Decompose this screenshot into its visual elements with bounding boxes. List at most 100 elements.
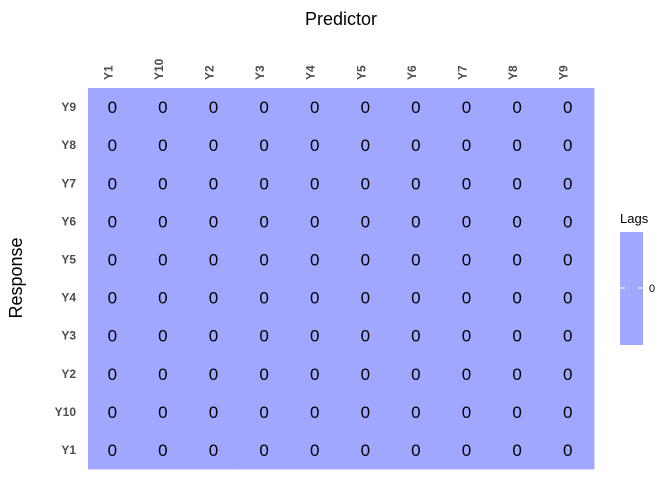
heatmap-cell: [138, 316, 190, 356]
heatmap-cell: [391, 430, 443, 470]
heatmap-cell-value: 0: [512, 289, 521, 308]
heatmap-cell: [543, 126, 595, 165]
heatmap-cell-value: 0: [259, 289, 268, 308]
heatmap-cell: [492, 430, 544, 470]
heatmap-cell: [442, 126, 494, 165]
x-axis-ticks: Y1 Y10 Y2 Y3 Y4 Y5 Y6 Y7 Y8 Y9: [101, 58, 570, 80]
heatmap-cell-value: 0: [209, 98, 218, 117]
heatmap-cell: [543, 316, 595, 356]
heatmap-cell: [239, 278, 291, 317]
heatmap-cell: [290, 316, 342, 356]
x-tick-label: Y8: [506, 65, 520, 80]
heatmap-cell-value: 0: [108, 403, 117, 422]
heatmap-cell: [442, 164, 494, 203]
heatmap-cell-value: 0: [310, 212, 319, 231]
heatmap-cell-value: 0: [563, 327, 572, 346]
heatmap-cell-value: 0: [512, 327, 521, 346]
heatmap-cell-value: 0: [563, 365, 572, 384]
heatmap-cell: [138, 278, 190, 317]
heatmap-cell: [88, 392, 139, 432]
heatmap-cell: [189, 88, 241, 127]
heatmap-cell-value: 0: [411, 212, 420, 231]
heatmap-cell: [290, 202, 342, 241]
heatmap-cell-value: 0: [108, 212, 117, 231]
heatmap-cell: [341, 88, 392, 127]
heatmap-cell-value: 0: [158, 441, 167, 460]
heatmap-cell: [239, 88, 291, 127]
heatmap-cell: [492, 164, 544, 203]
heatmap-cell-value: 0: [209, 365, 218, 384]
heatmap-cell: [341, 316, 392, 356]
heatmap-cell-value: 0: [108, 250, 117, 269]
heatmap-cell: [492, 354, 544, 394]
heatmap-cell: [543, 392, 595, 432]
heatmap-cell-value: 0: [512, 250, 521, 269]
heatmap-cell-value: 0: [259, 174, 268, 193]
heatmap-cell: [341, 126, 392, 165]
heatmap-cell: [189, 278, 241, 317]
heatmap-cell-value: 0: [108, 327, 117, 346]
heatmap-cell: [189, 164, 241, 203]
heatmap-cell-value: 0: [512, 136, 521, 155]
heatmap-cell-value: 0: [361, 136, 370, 155]
heatmap-cell: [290, 278, 342, 317]
heatmap-cell: [290, 354, 342, 394]
x-tick-label: Y1: [101, 65, 115, 80]
heatmap-cell-value: 0: [563, 98, 572, 117]
heatmap-cell-value: 0: [209, 441, 218, 460]
heatmap-cell-value: 0: [310, 289, 319, 308]
x-tick-label: Y4: [304, 65, 318, 80]
heatmap-cell-value: 0: [411, 403, 420, 422]
heatmap-cell: [341, 354, 392, 394]
legend-color-bar: [620, 232, 643, 345]
heatmap-cell-value: 0: [361, 212, 370, 231]
heatmap-cell-value: 0: [462, 250, 471, 269]
x-tick-label: Y3: [253, 65, 267, 80]
heatmap-cell-value: 0: [462, 289, 471, 308]
heatmap-cell: [341, 202, 392, 241]
heatmap-cell-value: 0: [361, 289, 370, 308]
heatmap-cell-value: 0: [209, 174, 218, 193]
heatmap-cell: [391, 164, 443, 203]
heatmap-cell: [341, 278, 392, 317]
heatmap-cell-value: 0: [158, 289, 167, 308]
heatmap-cell-value: 0: [108, 289, 117, 308]
heatmap-cell: [391, 240, 443, 279]
y-tick-label: Y5: [61, 252, 76, 266]
heatmap-cell: [543, 88, 595, 127]
heatmap-cell: [442, 354, 494, 394]
legend: Lags 0: [620, 211, 655, 345]
heatmap-cell-value: 0: [462, 98, 471, 117]
heatmap-cell: [341, 164, 392, 203]
heatmap-cell: [290, 240, 342, 279]
heatmap-cell-value: 0: [563, 441, 572, 460]
heatmap-cell: [543, 430, 595, 470]
heatmap-cell: [492, 202, 544, 241]
heatmap-cell-value: 0: [259, 98, 268, 117]
heatmap-cell: [239, 164, 291, 203]
heatmap-cell-value: 0: [108, 365, 117, 384]
heatmap-cell-value: 0: [108, 174, 117, 193]
heatmap-cell-value: 0: [259, 365, 268, 384]
y-tick-label: Y6: [61, 214, 76, 228]
heatmap-cell-value: 0: [310, 174, 319, 193]
heatmap-cell-value: 0: [563, 403, 572, 422]
heatmap-cell: [88, 354, 139, 394]
heatmap-cell: [189, 316, 241, 356]
x-tick-label: Y5: [354, 65, 368, 80]
heatmap-cell: [290, 164, 342, 203]
heatmap-cell-value: 0: [310, 250, 319, 269]
heatmap-cell-value: 0: [108, 98, 117, 117]
heatmap-cell-value: 0: [411, 250, 420, 269]
heatmap-cell-value: 0: [462, 136, 471, 155]
heatmap-cell: [391, 278, 443, 317]
heatmap-cell: [138, 430, 190, 470]
heatmap-cell: [543, 202, 595, 241]
heatmap-cell: [189, 354, 241, 394]
heatmap-cell-value: 0: [361, 174, 370, 193]
heatmap-cell-value: 0: [512, 365, 521, 384]
heatmap-cell-value: 0: [411, 174, 420, 193]
heatmap-cell: [391, 392, 443, 432]
heatmap-cell-value: 0: [158, 403, 167, 422]
